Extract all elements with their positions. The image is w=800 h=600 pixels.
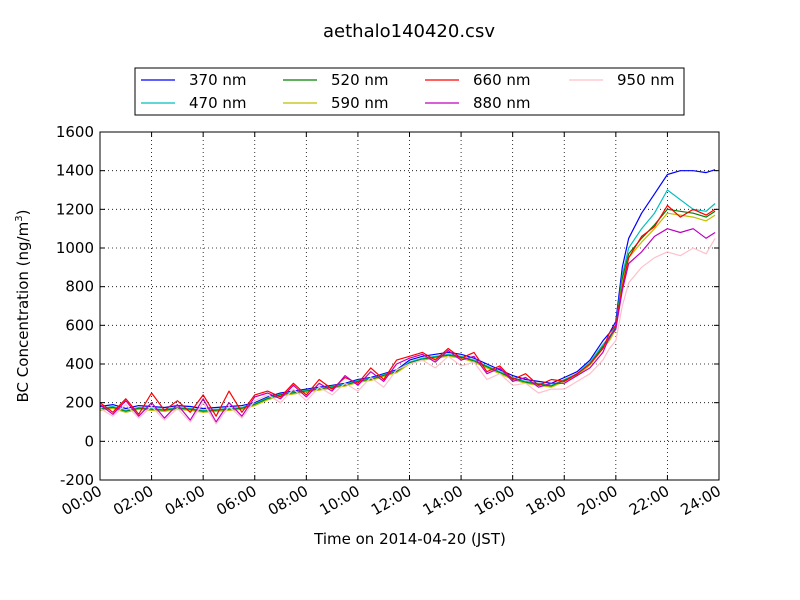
series-line-660-nm	[99, 204, 716, 417]
y-tick-label: 1200	[56, 200, 94, 218]
x-tick-label: 18:00	[523, 482, 569, 519]
x-tick-label: 24:00	[678, 482, 724, 519]
y-tick-label: 800	[65, 278, 94, 296]
legend-label: 950 nm	[617, 71, 675, 89]
x-axis-label: Time on 2014-04-20 (JST)	[313, 530, 506, 548]
y-tick-label: 200	[65, 394, 94, 412]
axis-ticks	[99, 131, 720, 481]
y-tick-label: 0	[84, 432, 94, 450]
series-line-470-nm	[99, 189, 716, 411]
series-line-370-nm	[99, 169, 716, 410]
y-axis-label: BC Concentration (ng/m3)	[14, 210, 32, 403]
legend-label: 370 nm	[189, 71, 247, 89]
x-tick-labels: 00:00 02:00 04:00 06:00 08:00 10:00 12:00 14:00…	[59, 482, 724, 519]
x-tick-label: 12:00	[368, 482, 414, 519]
y-tick-label: 600	[65, 316, 94, 334]
x-tick-label: 16:00	[471, 482, 517, 519]
y-tick-labels: -200 0 200 400 600 800 1000 1200 1400 1600	[56, 123, 94, 489]
legend-label: 880 nm	[473, 94, 531, 112]
legend-frame	[134, 67, 685, 116]
chart-title: aethalo140420.csv	[323, 21, 495, 42]
x-tick-label: 06:00	[213, 482, 259, 519]
y-tick-label: 1600	[56, 123, 94, 141]
series-lines	[99, 169, 716, 425]
x-tick-label: 08:00	[265, 482, 311, 519]
legend-label: 660 nm	[473, 71, 531, 89]
x-tick-label: 02:00	[110, 482, 156, 519]
legend: 370 nm 470 nm 520 nm 590 nm 660 nm 880 nm 950 …	[134, 67, 685, 116]
series-line-950-nm	[99, 237, 716, 425]
legend-label: 470 nm	[189, 94, 247, 112]
x-tick-label: 20:00	[574, 482, 620, 519]
x-tick-label: 04:00	[162, 482, 208, 519]
x-tick-label: 14:00	[420, 482, 466, 519]
y-tick-label: 1000	[56, 239, 94, 257]
series-line-880-nm	[99, 228, 716, 423]
series-line-520-nm	[99, 208, 716, 412]
x-tick-label: 22:00	[626, 482, 672, 519]
x-tick-label: 10:00	[316, 482, 362, 519]
legend-label: 520 nm	[331, 71, 389, 89]
legend-label: 590 nm	[331, 94, 389, 112]
grid	[100, 132, 719, 480]
series-line-590-nm	[99, 212, 716, 413]
y-tick-label: 400	[65, 355, 94, 373]
y-tick-label: -200	[60, 471, 94, 489]
plot-area-frame	[99, 131, 720, 481]
y-tick-label: 1400	[56, 162, 94, 180]
